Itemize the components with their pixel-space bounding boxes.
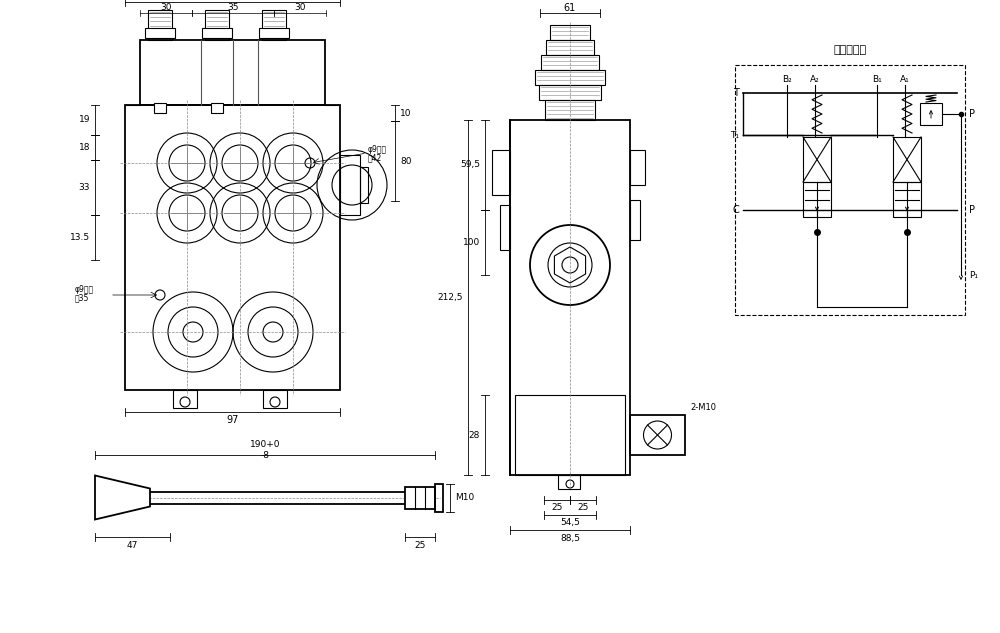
Bar xyxy=(893,137,921,182)
Bar xyxy=(630,150,645,185)
Text: T: T xyxy=(733,88,739,98)
Bar xyxy=(154,103,166,113)
Text: 25: 25 xyxy=(577,503,589,513)
Bar xyxy=(263,390,287,408)
Bar xyxy=(920,103,942,125)
Text: 25: 25 xyxy=(414,541,426,549)
Bar xyxy=(492,150,510,195)
Bar xyxy=(803,182,831,217)
Bar xyxy=(735,65,965,315)
Text: 33: 33 xyxy=(78,183,90,192)
Bar xyxy=(541,55,599,70)
Polygon shape xyxy=(95,475,150,520)
Bar xyxy=(405,487,435,508)
Bar xyxy=(211,103,223,113)
Bar xyxy=(546,40,594,55)
Text: 10: 10 xyxy=(400,108,412,118)
Text: 25: 25 xyxy=(551,503,563,513)
Bar xyxy=(630,415,685,455)
Bar xyxy=(145,28,175,38)
Text: P₁: P₁ xyxy=(969,270,978,280)
Bar xyxy=(259,28,289,38)
Text: A₁: A₁ xyxy=(900,75,910,84)
Bar xyxy=(340,155,360,215)
Text: φ9通孔: φ9通孔 xyxy=(75,285,94,294)
Text: 212,5: 212,5 xyxy=(438,293,463,302)
Bar xyxy=(360,167,368,203)
Text: 30: 30 xyxy=(160,4,172,13)
Text: 61: 61 xyxy=(564,3,576,13)
Text: 97: 97 xyxy=(226,415,239,425)
Text: C: C xyxy=(732,205,739,215)
Text: 35: 35 xyxy=(227,4,239,13)
Text: 80: 80 xyxy=(400,156,412,165)
Text: φ9通孔: φ9通孔 xyxy=(368,146,387,154)
Text: 28: 28 xyxy=(469,430,480,439)
Bar xyxy=(510,120,630,475)
Text: P: P xyxy=(969,205,975,215)
Bar xyxy=(893,182,921,217)
Text: T₁: T₁ xyxy=(730,130,739,139)
Bar xyxy=(803,137,831,182)
Text: 19: 19 xyxy=(78,115,90,125)
Text: B₂: B₂ xyxy=(782,75,792,84)
Bar xyxy=(173,390,197,408)
Text: 47: 47 xyxy=(127,541,138,549)
Text: 30: 30 xyxy=(294,4,306,13)
Text: 100: 100 xyxy=(463,238,480,247)
Text: 88,5: 88,5 xyxy=(560,534,580,542)
Bar xyxy=(140,40,325,105)
Text: P: P xyxy=(969,109,975,119)
Bar xyxy=(262,10,286,40)
Bar xyxy=(125,105,340,390)
Bar xyxy=(630,200,640,240)
Text: 54,5: 54,5 xyxy=(560,518,580,527)
Text: 13.5: 13.5 xyxy=(70,233,90,242)
Bar xyxy=(205,10,229,40)
Text: 高35: 高35 xyxy=(75,294,89,303)
Bar xyxy=(545,100,595,120)
Text: 59,5: 59,5 xyxy=(460,161,480,170)
Bar xyxy=(539,85,601,100)
Circle shape xyxy=(562,257,578,273)
Text: 18: 18 xyxy=(78,143,90,152)
Text: M10: M10 xyxy=(455,493,474,502)
Bar xyxy=(435,484,443,511)
Text: 190+0
-8: 190+0 -8 xyxy=(250,441,280,460)
Text: A₂: A₂ xyxy=(810,75,820,84)
Bar xyxy=(202,28,232,38)
Bar xyxy=(515,395,625,475)
Bar xyxy=(535,70,605,85)
Bar xyxy=(148,10,172,40)
Text: 液压原理图: 液压原理图 xyxy=(833,45,867,55)
Bar xyxy=(500,205,510,250)
Text: 高42: 高42 xyxy=(368,153,382,163)
Text: 2-M10: 2-M10 xyxy=(690,403,716,411)
Bar xyxy=(558,475,580,489)
Text: B₁: B₁ xyxy=(872,75,882,84)
Bar xyxy=(550,25,590,40)
